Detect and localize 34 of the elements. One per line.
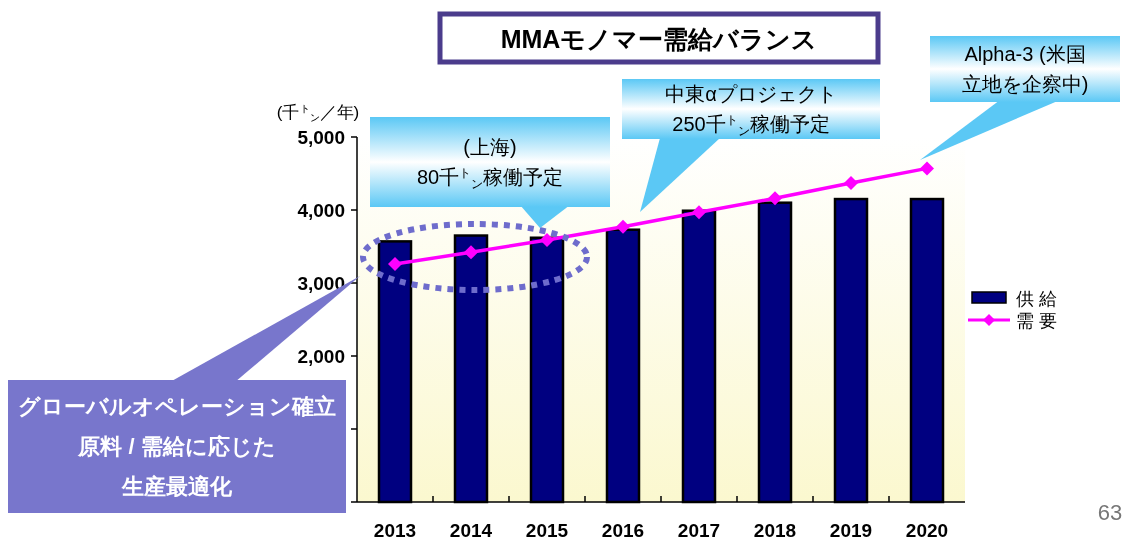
- x-tick-label: 2020: [905, 520, 949, 540]
- legend-label: 供 給: [1016, 289, 1058, 309]
- y-tick-label: 3,000: [297, 273, 345, 294]
- text: 原料 / 需給に応じた: [77, 434, 276, 460]
- x-tick-label: 2018: [753, 520, 797, 540]
- point: [616, 219, 630, 234]
- annotation: 80千$^{ト}$$_{ン}$稼働予定: [416, 166, 564, 191]
- x-tick-label: 2015: [525, 520, 569, 540]
- text: 63: [1097, 500, 1123, 525]
- text: Alpha-3 (米国: [964, 43, 1086, 65]
- point: [540, 232, 554, 247]
- point: [768, 191, 782, 206]
- point: [464, 245, 478, 260]
- text: 中東αプロジェクト: [665, 83, 837, 105]
- point: [920, 161, 934, 176]
- point: [388, 257, 402, 272]
- x-tick-label: 2014: [449, 520, 493, 540]
- text: 立地を企察中): [961, 73, 1089, 95]
- point: [844, 175, 858, 190]
- x-tick-label: 2017: [677, 520, 721, 540]
- y-axis-title: (千$^{ト}$$_{ン}$／年): [276, 103, 360, 124]
- x-tick-label: 2016: [601, 520, 645, 540]
- text: グローバルオペレーション確立: [18, 394, 336, 420]
- x-tick-label: 2019: [829, 520, 873, 540]
- x-tick-label: 2013: [373, 520, 417, 540]
- legend-label: 需 要: [1016, 311, 1058, 331]
- chart-title: MMAモノマー需給バランス: [500, 25, 818, 53]
- annotation: 250千$^{ト}$$_{ン}$稼働予定: [672, 113, 830, 138]
- y-tick-label: 5,000: [297, 127, 345, 148]
- text: 生産最適化: [121, 474, 233, 500]
- annotation: (上海): [463, 136, 517, 158]
- y-tick-label: 2,000: [297, 346, 345, 367]
- y-tick-label: 4,000: [297, 200, 345, 221]
- point: [692, 205, 706, 220]
